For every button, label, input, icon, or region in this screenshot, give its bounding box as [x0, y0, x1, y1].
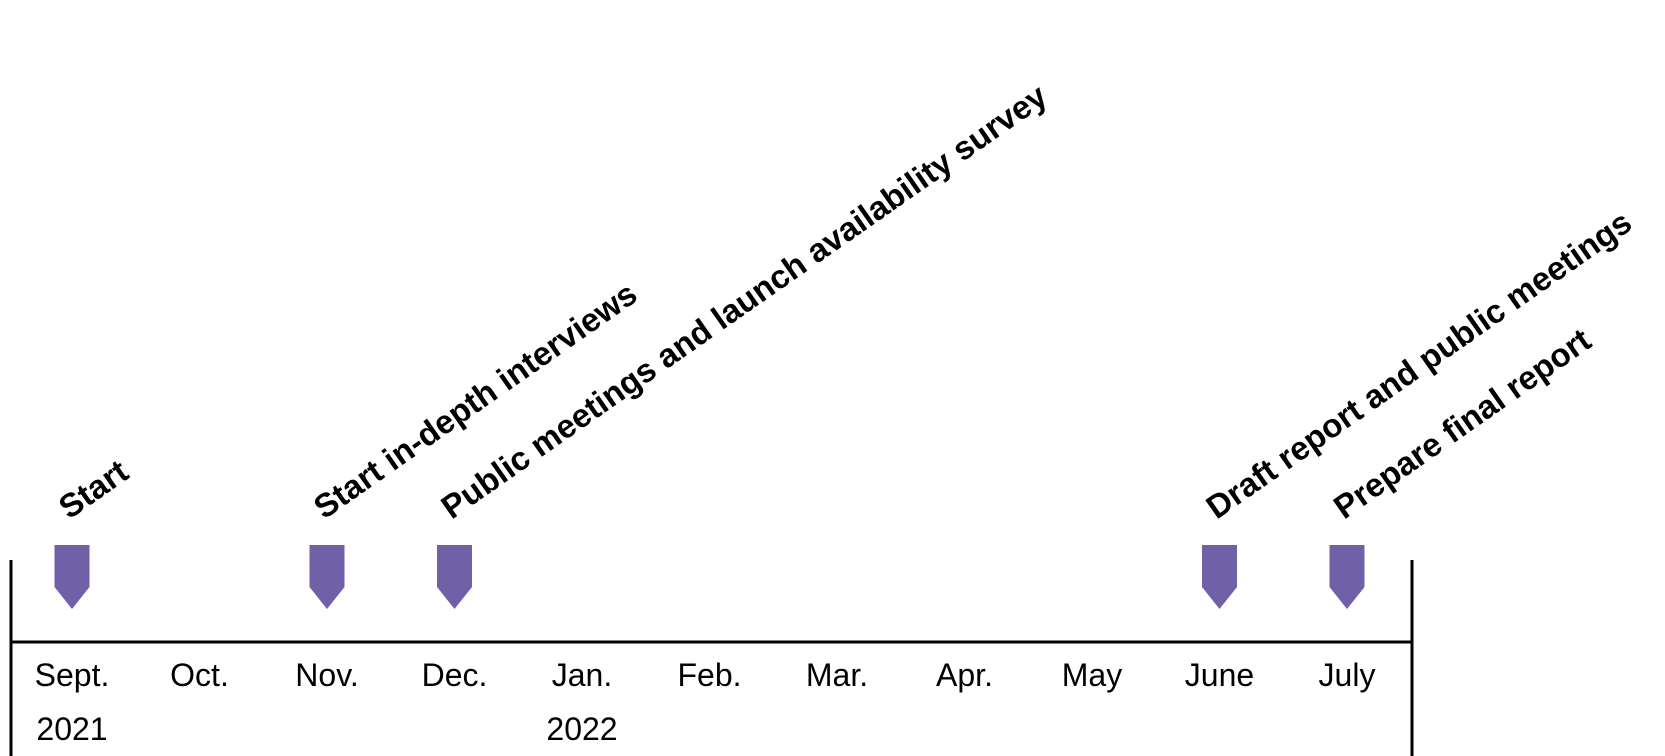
month-label: Sept. — [35, 657, 110, 693]
milestone-marker — [1202, 545, 1237, 609]
month-label: Oct. — [170, 657, 229, 693]
month-label: Mar. — [806, 657, 868, 693]
month-label: July — [1319, 657, 1376, 693]
month-label: Dec. — [422, 657, 488, 693]
milestone-markers — [54, 545, 1365, 609]
month-label: Nov. — [295, 657, 358, 693]
month-label: Feb. — [677, 657, 741, 693]
milestone-marker — [1329, 545, 1365, 609]
month-label: Jan. — [552, 657, 612, 693]
milestone-label: Public meetings and launch availability … — [434, 76, 1054, 525]
milestone-marker — [309, 545, 345, 609]
month-label: May — [1062, 657, 1122, 693]
month-label: June — [1185, 657, 1254, 693]
year-label: 2021 — [36, 711, 107, 747]
milestone-label: Start — [52, 452, 135, 525]
year-label: 2022 — [546, 711, 617, 747]
month-label: Apr. — [936, 657, 993, 693]
month-labels: Sept. 2021 Oct. Nov. Dec. Jan. 2022 Feb. Mar. Apr… — [35, 657, 1376, 747]
milestone-marker — [54, 545, 90, 609]
milestone-marker — [437, 545, 472, 609]
